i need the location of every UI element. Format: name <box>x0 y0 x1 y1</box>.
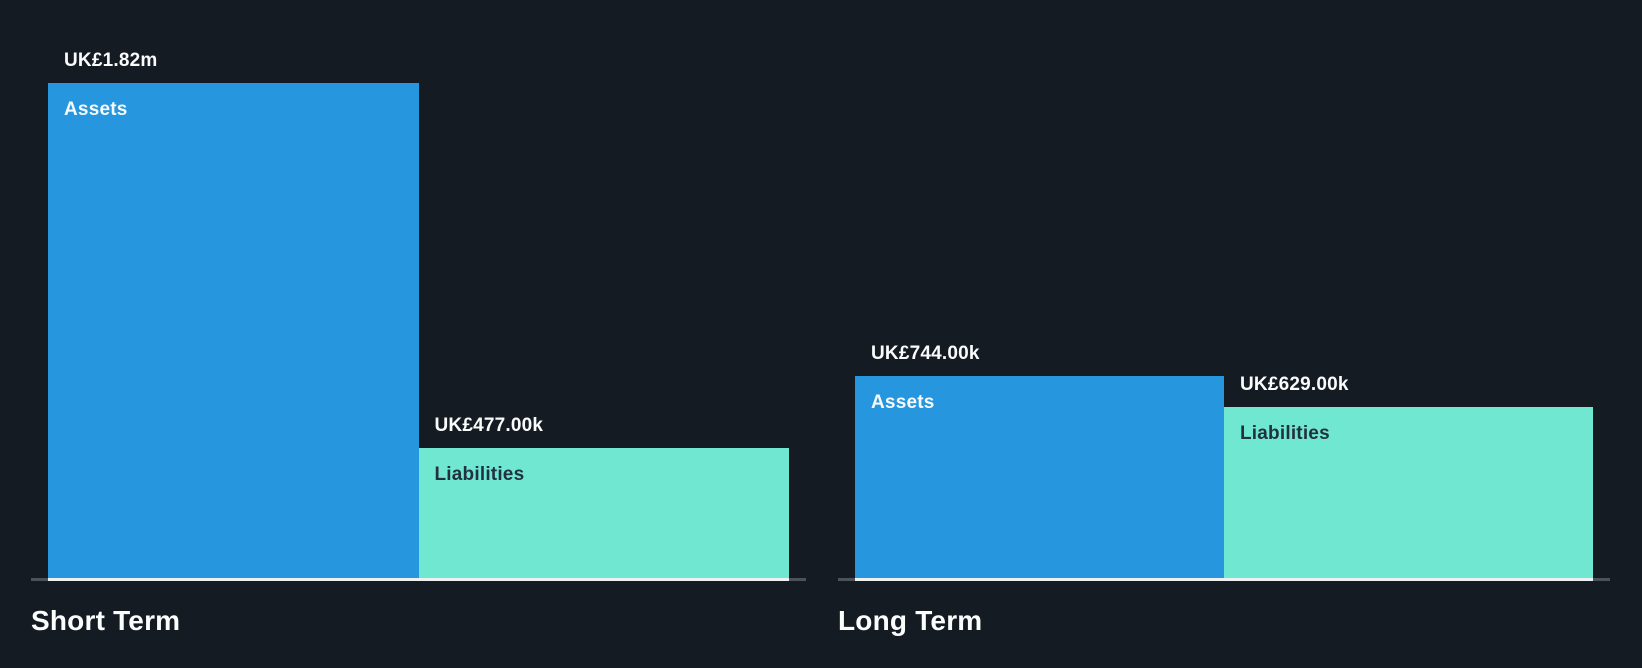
bar-long-term-assets[interactable]: Assets <box>855 376 1224 581</box>
bar-series-label-assets: Assets <box>64 99 128 120</box>
bar-short-term-liabilities[interactable]: Liabilities <box>418 448 789 581</box>
bar-series-label-liabilities: Liabilities <box>1240 423 1330 444</box>
x-axis-label-long-term: Long Term <box>838 605 983 636</box>
value-label-short-term-liabilities: UK£477.00k <box>434 415 544 436</box>
value-label-long-term-liabilities: UK£629.00k <box>1240 374 1349 395</box>
bar-short-term-assets[interactable]: Assets <box>48 83 419 581</box>
chart-group-long-term: Assets UK£744.00k Liabilities UK£629.00k… <box>838 0 1610 668</box>
x-axis-label-short-term: Short Term <box>31 605 181 636</box>
bar-series-label-liabilities: Liabilities <box>434 464 525 485</box>
bar-long-term-liabilities[interactable]: Liabilities <box>1224 407 1593 581</box>
value-label-long-term-assets: UK£744.00k <box>871 343 980 364</box>
value-label-short-term-assets: UK£1.82m <box>64 50 158 71</box>
bar-series-label-assets: Assets <box>871 392 935 413</box>
chart-group-short-term: Assets UK£1.82m Liabilities UK£477.00k S… <box>31 0 806 668</box>
